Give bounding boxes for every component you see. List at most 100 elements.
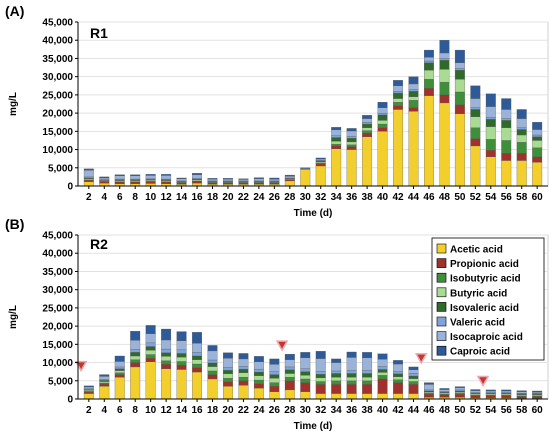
bar-segment [470, 127, 481, 139]
bar-segment [393, 373, 403, 377]
x-tick-label: 52 [470, 405, 482, 416]
bar-segment [223, 378, 233, 383]
bar-segment [161, 339, 172, 350]
y-tick-label: 35,000 [42, 267, 73, 278]
bar-segment [223, 358, 233, 368]
bar-segment [130, 352, 141, 357]
x-tick-label: 48 [439, 192, 451, 203]
inhibition-marker [414, 353, 428, 365]
bar-segment [377, 102, 388, 108]
bar-segment [238, 358, 249, 367]
bar-segment [485, 93, 496, 107]
x-tick-label: 10 [145, 192, 157, 203]
bar-segment [516, 396, 527, 399]
x-tick-label: 8 [132, 405, 138, 416]
legend-swatch [436, 258, 447, 268]
bar-segment [346, 146, 357, 150]
bar-segment [454, 390, 465, 393]
x-tick-label: 60 [532, 405, 544, 416]
bar-segment [485, 126, 496, 140]
bar-segment [331, 143, 342, 147]
bar-segment [470, 395, 481, 399]
bar-segment [424, 389, 434, 392]
bar-segment [145, 354, 156, 359]
y-tick-label: 20,000 [42, 322, 73, 333]
bar-segment [145, 333, 156, 344]
bar-segment [362, 370, 373, 374]
bar-segment [114, 366, 125, 369]
bar-segment [362, 118, 373, 123]
bar-segment [377, 369, 388, 373]
legend-entry: Valeric acid [450, 318, 505, 329]
bar-segment [161, 356, 172, 361]
bar-segment [331, 362, 342, 372]
x-tick-label: 24 [253, 192, 265, 203]
bar-segment [269, 378, 280, 383]
bar-segment [532, 122, 543, 130]
x-tick-label: 20 [222, 192, 234, 203]
bar-segment [362, 380, 373, 385]
bar-segment [393, 85, 403, 92]
bar-segment [501, 118, 512, 121]
bar-segment [114, 361, 125, 368]
bar-segment [223, 367, 233, 371]
bar-segment [424, 60, 434, 63]
x-tick-label: 2 [86, 192, 92, 203]
x-tick-label: 10 [145, 405, 157, 416]
bar-segment [83, 386, 94, 389]
bar-segment [439, 102, 450, 187]
x-ticks-r2: 2 4 6 8 10 12 14 16 18 20 22 24 26 28 30 32 34 36 38 40 42 44… [86, 399, 543, 416]
bar-segment [439, 81, 450, 96]
bar-segment [393, 109, 403, 187]
bar-segment [532, 156, 543, 163]
bar-segment [377, 112, 388, 116]
bar-segment [346, 357, 357, 371]
bar-segment [130, 359, 141, 363]
bar-segment [408, 375, 419, 379]
bar-segment [223, 178, 233, 180]
legend-swatch [436, 302, 447, 312]
bar-segment [408, 96, 419, 101]
bar-segment [424, 95, 434, 187]
x-tick-label: 22 [238, 192, 250, 203]
x-tick-label: 2 [86, 405, 92, 416]
bar-segment [207, 378, 218, 400]
y-tick-label: 5,000 [48, 376, 73, 387]
bar-segment [501, 153, 512, 161]
bar-segment [315, 161, 326, 164]
y-tick-label: 0 [67, 395, 73, 406]
bar-segment [408, 378, 419, 382]
bar-segment [331, 148, 342, 187]
bar-segment [377, 393, 388, 400]
bar-segment [253, 368, 264, 373]
bar-segment [377, 372, 388, 376]
bar-segment [99, 379, 110, 381]
bar-segment [284, 380, 295, 391]
x-tick-label: 30 [300, 405, 312, 416]
chart-r1: 0 5,000 10,000 15,000 20,000 25,000 30,000 35,0… [8, 18, 549, 219]
bar-segment [269, 178, 280, 182]
panel-label-r2: R2 [90, 236, 108, 252]
bar-segment [207, 345, 218, 352]
y-axis-title-r1: mg/L [8, 92, 19, 116]
x-tick-label: 40 [377, 405, 389, 416]
bar-segment [83, 168, 94, 171]
x-tick-label: 50 [454, 192, 466, 203]
bar-segment [207, 374, 218, 380]
bar-segment [393, 376, 403, 380]
x-tick-label: 4 [102, 405, 108, 416]
x-tick-label: 6 [117, 192, 123, 203]
bar-segment [408, 384, 419, 394]
bar-segment [439, 388, 450, 390]
bar-segment [516, 153, 527, 161]
bar-segment [454, 68, 465, 71]
bar-segment [130, 181, 141, 184]
bar-segment [99, 374, 110, 377]
bar-segment [454, 49, 465, 63]
bar-segment [176, 361, 187, 366]
bar-segment [145, 181, 156, 184]
bar-segment [300, 368, 311, 372]
x-tick-label: 22 [238, 405, 250, 416]
bar-segment [331, 384, 342, 394]
bar-segment [130, 355, 141, 360]
